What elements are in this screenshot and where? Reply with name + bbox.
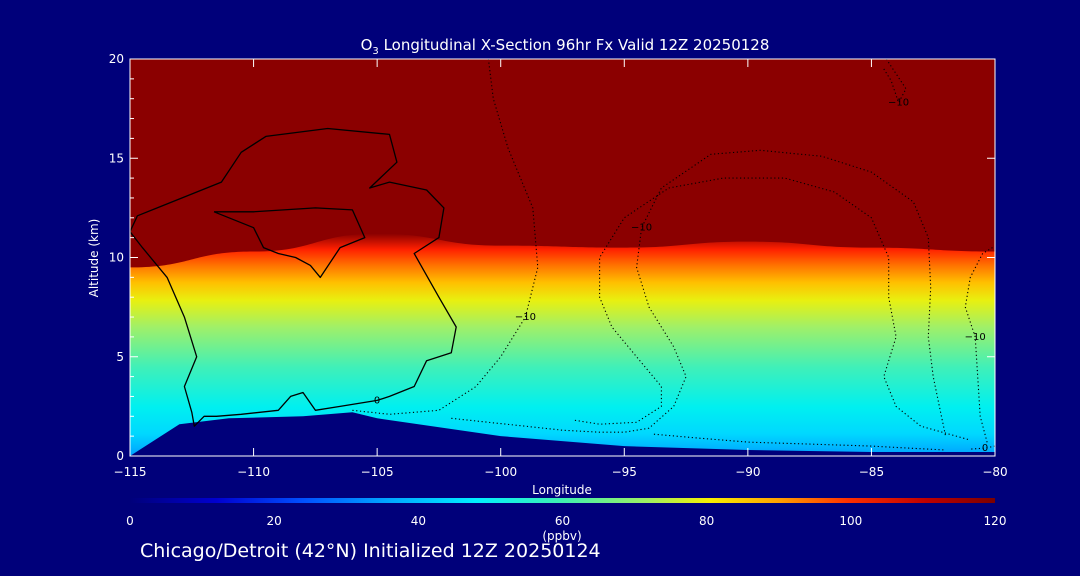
y-tick-label-0: 0 — [116, 449, 124, 463]
colorbar — [130, 498, 995, 503]
y-tick-label-4: 20 — [109, 52, 124, 66]
x-tick-label-2: −105 — [361, 465, 394, 479]
y-tick-label-1: 5 — [116, 350, 124, 364]
colorbar-tick-label-0: 0 — [126, 514, 134, 528]
colorbar-tick-label-4: 80 — [699, 514, 714, 528]
x-tick-label-4: −95 — [612, 465, 637, 479]
colorbar-tick-label-1: 20 — [267, 514, 282, 528]
x-tick-label-0: −115 — [114, 465, 147, 479]
title-rest: Longitudinal X-Section 96hr Fx Valid 12Z… — [379, 36, 770, 54]
colorbar-ticks: 0 20 40 60 80 100 120 — [126, 514, 1006, 528]
contour-label-7: −10 — [888, 98, 909, 109]
contour-label-0: 0 — [374, 395, 380, 406]
contour-line-1 — [213, 207, 366, 279]
colorbar-unit-label: (ppbv) — [542, 529, 581, 543]
y-tick-label-2: 10 — [109, 251, 124, 265]
contour-label-2: −10 — [515, 312, 536, 323]
title-subscript: 3 — [372, 46, 378, 57]
x-tick-label-5: −90 — [735, 465, 760, 479]
contour-line-4 — [574, 177, 971, 441]
colorbar-tick-label-3: 60 — [555, 514, 570, 528]
chart-title: O3 Longitudinal X-Section 96hr Fx Valid … — [361, 36, 770, 57]
contour-line-0 — [130, 127, 457, 427]
y-axis-label: Altitude (km) — [87, 219, 101, 298]
terrain-fill — [130, 412, 995, 456]
y-tick-label-3: 15 — [109, 151, 124, 165]
x-tick-label-3: −100 — [484, 465, 517, 479]
colorbar-tick-label-2: 40 — [411, 514, 426, 528]
contour-label-8: 0 — [982, 443, 988, 454]
colorbar-tick-label-5: 100 — [839, 514, 862, 528]
title-prefix: O — [361, 36, 373, 54]
contour-line-6 — [964, 247, 993, 445]
x-axis-label: Longitude — [532, 483, 592, 497]
colorbar-tick-label-6: 120 — [984, 514, 1007, 528]
ozone-column-fill — [130, 233, 995, 456]
contour-line-3 — [451, 149, 947, 437]
x-tick-label-7: −80 — [982, 465, 1007, 479]
contour-line-5 — [653, 433, 946, 451]
x-tick-label-6: −85 — [859, 465, 884, 479]
contour-label-3: −10 — [631, 223, 652, 234]
contour-label-6: −10 — [965, 332, 986, 343]
contour-lines: 0 −10 −10 −10 −10 0 — [130, 59, 995, 454]
plot-area: 0 −10 −10 −10 −10 0 — [130, 59, 995, 456]
contour-line-8 — [970, 445, 995, 450]
footer-caption: Chicago/Detroit (42°N) Initialized 12Z 2… — [140, 540, 601, 562]
contour-line-7 — [883, 59, 907, 104]
x-tick-label-1: −110 — [237, 465, 270, 479]
